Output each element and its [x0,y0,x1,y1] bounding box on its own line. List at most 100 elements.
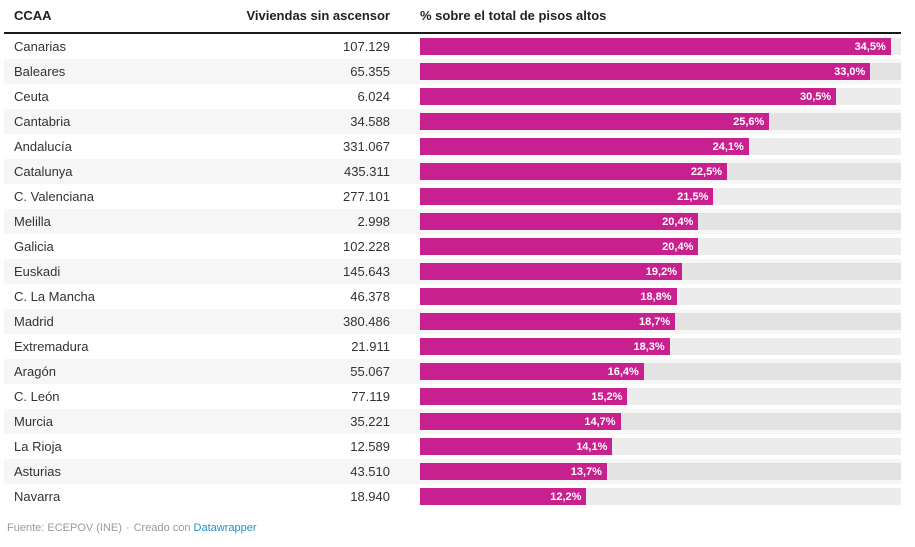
region-label: Baleares [14,64,66,79]
bar-value-label: 13,7% [570,465,602,478]
viviendas-value: 435.311 [343,164,390,179]
bar-track: 20,4% [420,213,901,230]
viviendas-value: 34.588 [350,114,390,129]
region-label: Navarra [14,489,61,504]
bar-cell: 24,1% [420,138,901,155]
bar: 30,5% [420,88,837,105]
table-row: C. León 77.119 15,2% [4,384,901,409]
viviendas-value: 43.510 [350,464,390,479]
bar: 21,5% [420,188,714,205]
bar: 14,7% [420,413,621,430]
viviendas-value: 18.940 [350,489,390,504]
bar-track: 25,6% [420,113,901,130]
region-label: Ceuta [14,89,49,104]
table-header: CCAA Viviendas sin ascensor % sobre el t… [4,8,901,34]
table-row: Aragón 55.067 16,4% [4,359,901,384]
table-row: Extremadura 21.911 18,3% [4,334,901,359]
viviendas-value: 21.911 [351,339,390,354]
bar-value-label: 18,3% [633,340,665,353]
table-row: Canarias 107.129 34,5% [4,34,901,59]
region-label: Madrid [14,314,54,329]
bar-value-label: 12,2% [550,490,582,503]
table-row: Madrid 380.486 18,7% [4,309,901,334]
region-label: Catalunya [14,164,73,179]
viviendas-value: 6.024 [357,89,390,104]
bar-table-chart: CCAA Viviendas sin ascensor % sobre el t… [4,8,901,534]
bar: 34,5% [420,38,891,55]
viviendas-value: 145.643 [343,264,390,279]
region-label: Extremadura [14,339,89,354]
region-label: Melilla [14,214,51,229]
bar-value-label: 22,5% [690,165,723,178]
credit-text: Creado con [133,522,191,534]
region-label: La Rioja [14,439,62,454]
viviendas-value: 55.067 [350,364,390,379]
table-row: C. La Mancha 46.378 18,8% [4,284,901,309]
viviendas-value: 12.589 [350,439,390,454]
bar-cell: 34,5% [420,38,901,55]
header-cell-ccaa: CCAA [14,8,52,23]
bar-track: 22,5% [420,163,901,180]
footer-attribution: Fuente: ECEPOV (INE) · Creado con Datawrap… [4,522,901,534]
datawrapper-link[interactable]: Datawrapper [193,522,257,534]
region-label: Murcia [14,414,54,429]
bar-track: 34,5% [420,38,901,55]
region-label: Aragón [14,364,56,379]
bar-cell: 25,6% [420,113,901,130]
header-cell-pct: % sobre el total de pisos altos [420,8,607,23]
bar-value-label: 21,5% [677,190,709,203]
region-label: Canarias [14,39,67,54]
bar-cell: 22,5% [420,163,901,180]
viviendas-value: 107.129 [343,39,390,54]
viviendas-value: 35.221 [350,414,390,429]
table-row: Euskadi 145.643 19,2% [4,259,901,284]
bar-cell: 16,4% [420,363,901,380]
bar-cell: 20,4% [420,213,901,230]
bar-cell: 20,4% [420,238,901,255]
bar-value-label: 25,6% [733,115,765,128]
table-row: Navarra 18.940 12,2% [4,484,901,509]
bar-value-label: 18,8% [640,290,672,303]
bar-track: 33,0% [420,63,901,80]
bar-cell: 12,2% [420,488,901,505]
region-label: C. La Mancha [14,289,95,304]
source-text: Fuente: ECEPOV (INE) [7,522,122,534]
bar-value-label: 33,0% [834,65,866,78]
table-row: La Rioja 12.589 14,1% [4,434,901,459]
bar-value-label: 20,4% [662,240,694,253]
region-label: Euskadi [14,264,61,279]
bar-cell: 18,3% [420,338,901,355]
bar: 19,2% [420,263,682,280]
bar: 16,4% [420,363,644,380]
bar: 20,4% [420,213,699,230]
table-row: Baleares 65.355 33,0% [4,59,901,84]
bar: 15,2% [420,388,628,405]
bar-cell: 14,7% [420,413,901,430]
table-row: Catalunya 435.311 22,5% [4,159,901,184]
viviendas-value: 102.228 [343,239,390,254]
bar-cell: 18,8% [420,288,901,305]
table-row: Galicia 102.228 20,4% [4,234,901,259]
bar: 12,2% [420,488,587,505]
bar: 22,5% [420,163,728,180]
bar-track: 13,7% [420,463,901,480]
bar: 18,8% [420,288,677,305]
table-row: Melilla 2.998 20,4% [4,209,901,234]
viviendas-value: 331.067 [343,139,390,154]
bar-track: 12,2% [420,488,901,505]
bar-value-label: 19,2% [645,265,677,278]
viviendas-value: 2.998 [357,214,390,229]
bar-track: 15,2% [420,388,901,405]
bar-track: 14,1% [420,438,901,455]
bar-cell: 33,0% [420,63,901,80]
bar: 18,3% [420,338,670,355]
bar-value-label: 18,7% [638,315,671,328]
bar-cell: 19,2% [420,263,901,280]
bar-cell: 14,1% [420,438,901,455]
bar-track: 18,3% [420,338,901,355]
bar-cell: 21,5% [420,188,901,205]
bar-cell: 30,5% [420,88,901,105]
bar: 14,1% [420,438,613,455]
footer-separator: · [125,522,130,534]
bar-cell: 15,2% [420,388,901,405]
